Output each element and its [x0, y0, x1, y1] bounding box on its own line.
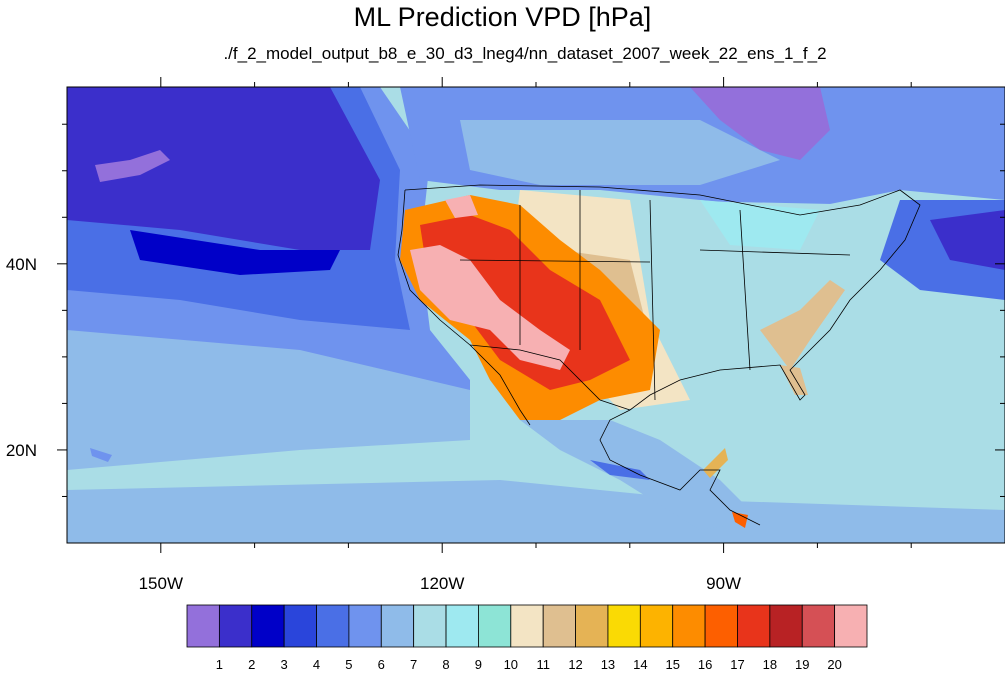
colorbar-label: 4 [313, 657, 320, 672]
colorbar-label: 8 [442, 657, 449, 672]
colorbar-label: 2 [248, 657, 255, 672]
field-central-am [732, 512, 748, 528]
field-tropical-bottom [67, 480, 1005, 543]
coastlines [397, 184, 921, 526]
colorbar-swatch [607, 604, 641, 648]
axis-ticks: 150W 120W 90W 40N 20N [6, 77, 1005, 593]
colorbar-swatch [218, 604, 253, 648]
colorbar-label: 13 [601, 657, 615, 672]
colorbar-label: 18 [763, 657, 777, 672]
colorbar-label: 14 [633, 657, 647, 672]
field-canada-light [460, 120, 780, 185]
lat-tick-label: 40N [6, 255, 37, 274]
field-caribbean [590, 460, 650, 480]
field-pacific-blue [130, 230, 340, 275]
field-hudson [690, 87, 830, 160]
colorbar-label: 7 [410, 657, 417, 672]
field-tropical-band [67, 330, 470, 470]
colorbar-label: 15 [665, 657, 679, 672]
colorbar-swatch [801, 604, 836, 648]
field-purple-patch [95, 150, 170, 182]
colorbar-swatch [737, 604, 771, 648]
lon-tick-label: 90W [706, 574, 741, 593]
colorbar-label: 1 [216, 657, 223, 672]
colorbar-swatch [251, 604, 285, 648]
colorbar-swatch [413, 604, 447, 648]
colorbar-swatch [445, 604, 479, 648]
colorbar-swatch [542, 604, 576, 648]
colorbar-swatch [510, 604, 544, 648]
colorbar: 1 2 3 4 5 6 7 8 9 10 11 12 13 14 15 16 17 18 19 20 [186, 604, 868, 672]
field-hawaii [90, 448, 112, 462]
colorbar-label: 12 [568, 657, 582, 672]
lat-tick-label: 20N [6, 441, 37, 460]
colorbar-swatch [639, 604, 674, 648]
colorbar-label: 3 [281, 657, 288, 672]
colorbar-label: 6 [378, 657, 385, 672]
colorbar-swatch [704, 604, 738, 648]
map-title: ML Prediction VPD [hPa] [353, 2, 652, 32]
field-east-us [620, 200, 880, 380]
colorbar-label: 20 [827, 657, 841, 672]
lon-tick-label: 150W [139, 574, 183, 593]
vpd-field [67, 87, 1005, 543]
field-west-red [420, 215, 630, 390]
colorbar-swatch [769, 604, 803, 648]
colorbar-swatch [478, 604, 512, 648]
colorbar-label: 10 [504, 657, 518, 672]
field-southeast [760, 280, 845, 370]
colorbar-label: 5 [345, 657, 352, 672]
colorbar-swatch [380, 604, 415, 648]
field-idaho-core [445, 195, 478, 218]
colorbar-label: 11 [536, 657, 550, 672]
field-atlantic-deep [930, 210, 1005, 270]
map-subtitle: ./f_2_model_output_b8_e_30_d3_lneg4/nn_d… [223, 44, 827, 63]
field-west-core [410, 245, 570, 370]
colorbar-swatch [316, 604, 350, 648]
colorbar-label: 19 [795, 657, 809, 672]
colorbar-label: 9 [475, 657, 482, 672]
colorbar-swatch [575, 604, 609, 648]
colorbar-swatch [834, 604, 868, 648]
colorbar-label: 17 [730, 657, 744, 672]
colorbar-swatch [283, 604, 317, 648]
field-pacific-core [67, 87, 380, 250]
field-great-lakes [700, 200, 820, 250]
field-florida [780, 365, 808, 395]
colorbar-swatch [186, 604, 220, 648]
lon-tick-label: 120W [420, 574, 464, 593]
colorbar-swatch [348, 604, 382, 648]
field-yucatan [703, 448, 728, 478]
colorbar-swatch [672, 604, 706, 648]
colorbar-label: 16 [698, 657, 712, 672]
